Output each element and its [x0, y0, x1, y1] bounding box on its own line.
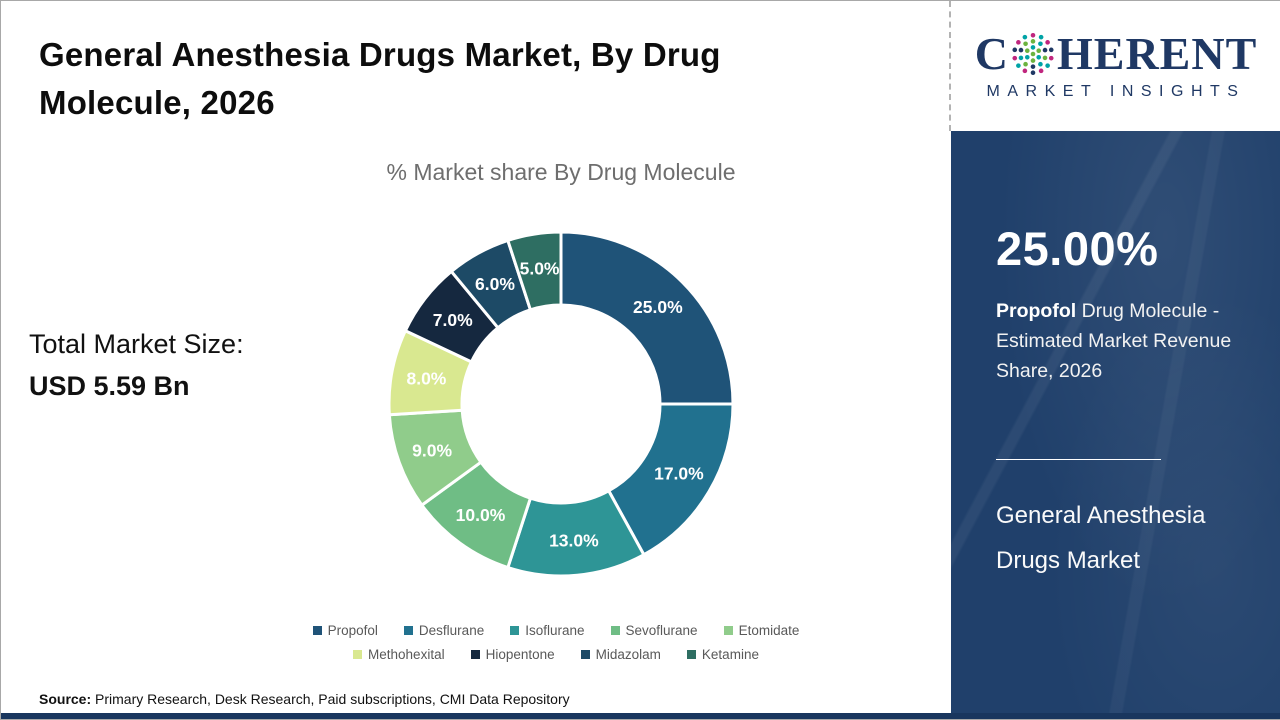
legend-marker-propofol — [312, 626, 322, 635]
globe-logo-icon — [1012, 32, 1054, 76]
legend-item-sevoflurane: Sevoflurane — [610, 623, 698, 638]
donut-segment-ketamine — [506, 230, 563, 312]
panel-divider — [996, 459, 1161, 460]
legend-marker-isoflurane — [510, 626, 520, 635]
segment-label-isoflurane: 13.0% — [549, 530, 599, 550]
globe-dot — [1012, 47, 1018, 53]
globe-dot — [1024, 48, 1030, 54]
globe-dot — [1022, 34, 1028, 40]
globe-dot — [1016, 63, 1021, 68]
globe-dot — [1018, 55, 1024, 61]
legend-item-midazolam: Midazolam — [580, 647, 661, 662]
legend-item-isoflurane: Isoflurane — [510, 623, 585, 638]
donut-segment-propofol — [559, 230, 735, 406]
globe-dot — [1042, 47, 1048, 53]
globe-dot — [1030, 64, 1036, 69]
globe-dot — [1023, 41, 1028, 47]
legend-label-etomidate: Etomidate — [738, 623, 800, 638]
source-note: Source: Primary Research, Desk Research,… — [39, 691, 570, 707]
legend-marker-sevoflurane — [610, 626, 620, 635]
globe-dot — [1038, 41, 1043, 47]
sidebar-logo-area: C HERENT MARKET INSIGHTS — [949, 1, 1280, 131]
legend-label-desflurane: Desflurane — [418, 623, 485, 638]
source-label: Source: — [39, 691, 92, 707]
legend-item-propofol: Propofol — [312, 623, 378, 638]
globe-dot — [1023, 61, 1028, 67]
globe-dot — [1018, 47, 1024, 53]
stat-description: Propofol Drug Molecule - Estimated Marke… — [996, 296, 1251, 386]
globe-dot — [1036, 54, 1042, 60]
globe-dot — [1038, 34, 1044, 40]
globe-dot — [1048, 47, 1054, 53]
legend-label-isoflurane: Isoflurane — [525, 623, 585, 638]
logo-letters-rest: HERENT — [1056, 28, 1258, 79]
globe-dot — [1038, 68, 1044, 74]
globe-dot — [1016, 40, 1021, 45]
globe-dot — [1012, 55, 1018, 61]
logo-subtitle: MARKET INSIGHTS — [986, 83, 1246, 100]
segment-label-desflurane: 17.0% — [654, 464, 704, 484]
donut-chart-svg: 25.0% 17.0% 13.0% 10.0% 9.0% 8.0% 7.0%6.0%5.0% — [387, 230, 735, 578]
globe-dot — [1030, 70, 1036, 76]
legend-item-desflurane: Desflurane — [403, 623, 485, 638]
legend-marker-midazolam — [580, 650, 590, 659]
chart-legend: Propofol Desflurane Isoflurane Sevoflurane E… — [181, 623, 931, 671]
globe-dot — [1030, 58, 1036, 63]
legend-row-1: Propofol Desflurane Isoflurane Sevoflurane E… — [181, 623, 931, 638]
globe-dot — [1048, 55, 1054, 61]
coherent-logo: C HERENT — [975, 31, 1258, 77]
segment-label-sevoflurane: 10.0% — [456, 505, 506, 525]
globe-dot — [1038, 61, 1043, 67]
segment-label-methohexital: 8.0% — [406, 368, 446, 388]
legend-row-2: Methohexital Hiopentone Midazolam Ketamine — [181, 647, 931, 662]
legend-marker-desflurane — [403, 626, 413, 635]
legend-label-ketamine: Ketamine — [701, 647, 759, 662]
segment-label-hiopentone: 7.0% — [433, 310, 473, 330]
legend-marker-methohexital — [353, 650, 363, 659]
globe-dot — [1030, 45, 1036, 50]
globe-dot — [1030, 39, 1036, 44]
globe-dot — [1045, 63, 1050, 68]
legend-item-methohexital: Methohexital — [353, 647, 445, 662]
legend-item-etomidate: Etomidate — [723, 623, 800, 638]
legend-label-hiopentone: Hiopentone — [485, 647, 555, 662]
globe-dot — [1030, 32, 1036, 38]
globe-dot — [1045, 40, 1050, 45]
sidebar-panel: 25.00% Propofol Drug Molecule - Estimate… — [951, 131, 1280, 715]
legend-marker-ketamine — [686, 650, 696, 659]
globe-dot — [1024, 54, 1030, 60]
legend-marker-hiopentone — [470, 650, 480, 659]
globe-dot — [1030, 51, 1036, 57]
total-market-size: Total Market Size: USD 5.59 Bn — [29, 324, 244, 408]
legend-label-midazolam: Midazolam — [595, 647, 661, 662]
legend-label-propofol: Propofol — [327, 623, 378, 638]
panel-title: General Anesthesia Drugs Market — [996, 502, 1206, 574]
stat-highlight: Propofol — [996, 300, 1077, 322]
segment-label-propofol: 25.0% — [633, 297, 683, 317]
legend-label-methohexital: Methohexital — [368, 647, 445, 662]
segment-label-midazolam: 6.0% — [475, 274, 515, 294]
logo-letter-c: C — [974, 28, 1009, 79]
legend-label-sevoflurane: Sevoflurane — [625, 623, 698, 638]
globe-dot — [1022, 68, 1028, 74]
bottom-accent-strip — [1, 713, 1280, 719]
total-market-label: Total Market Size: — [29, 329, 244, 359]
legend-item-hiopentone: Hiopentone — [470, 647, 555, 662]
donut-chart: 25.0% 17.0% 13.0% 10.0% 9.0% 8.0% 7.0% 6.0% 5.0% — [381, 224, 741, 584]
page-title: General Anesthesia Drugs Market, By Drug… — [39, 36, 721, 121]
segment-label-ketamine: 5.0% — [520, 259, 560, 279]
globe-dot — [1042, 55, 1048, 61]
globe-dot — [1036, 48, 1042, 54]
segment-label-etomidate: 9.0% — [412, 440, 452, 460]
source-text: Primary Research, Desk Research, Paid su… — [91, 691, 570, 707]
chart-subtitle: % Market share By Drug Molecule — [386, 159, 736, 185]
total-market-value: USD 5.59 Bn — [29, 370, 190, 401]
legend-item-ketamine: Ketamine — [686, 647, 759, 662]
stat-value: 25.00% — [996, 222, 1159, 275]
legend-marker-etomidate — [723, 626, 733, 635]
stat-rest: Drug Molecule - Estimated Market Revenue… — [996, 300, 1232, 382]
